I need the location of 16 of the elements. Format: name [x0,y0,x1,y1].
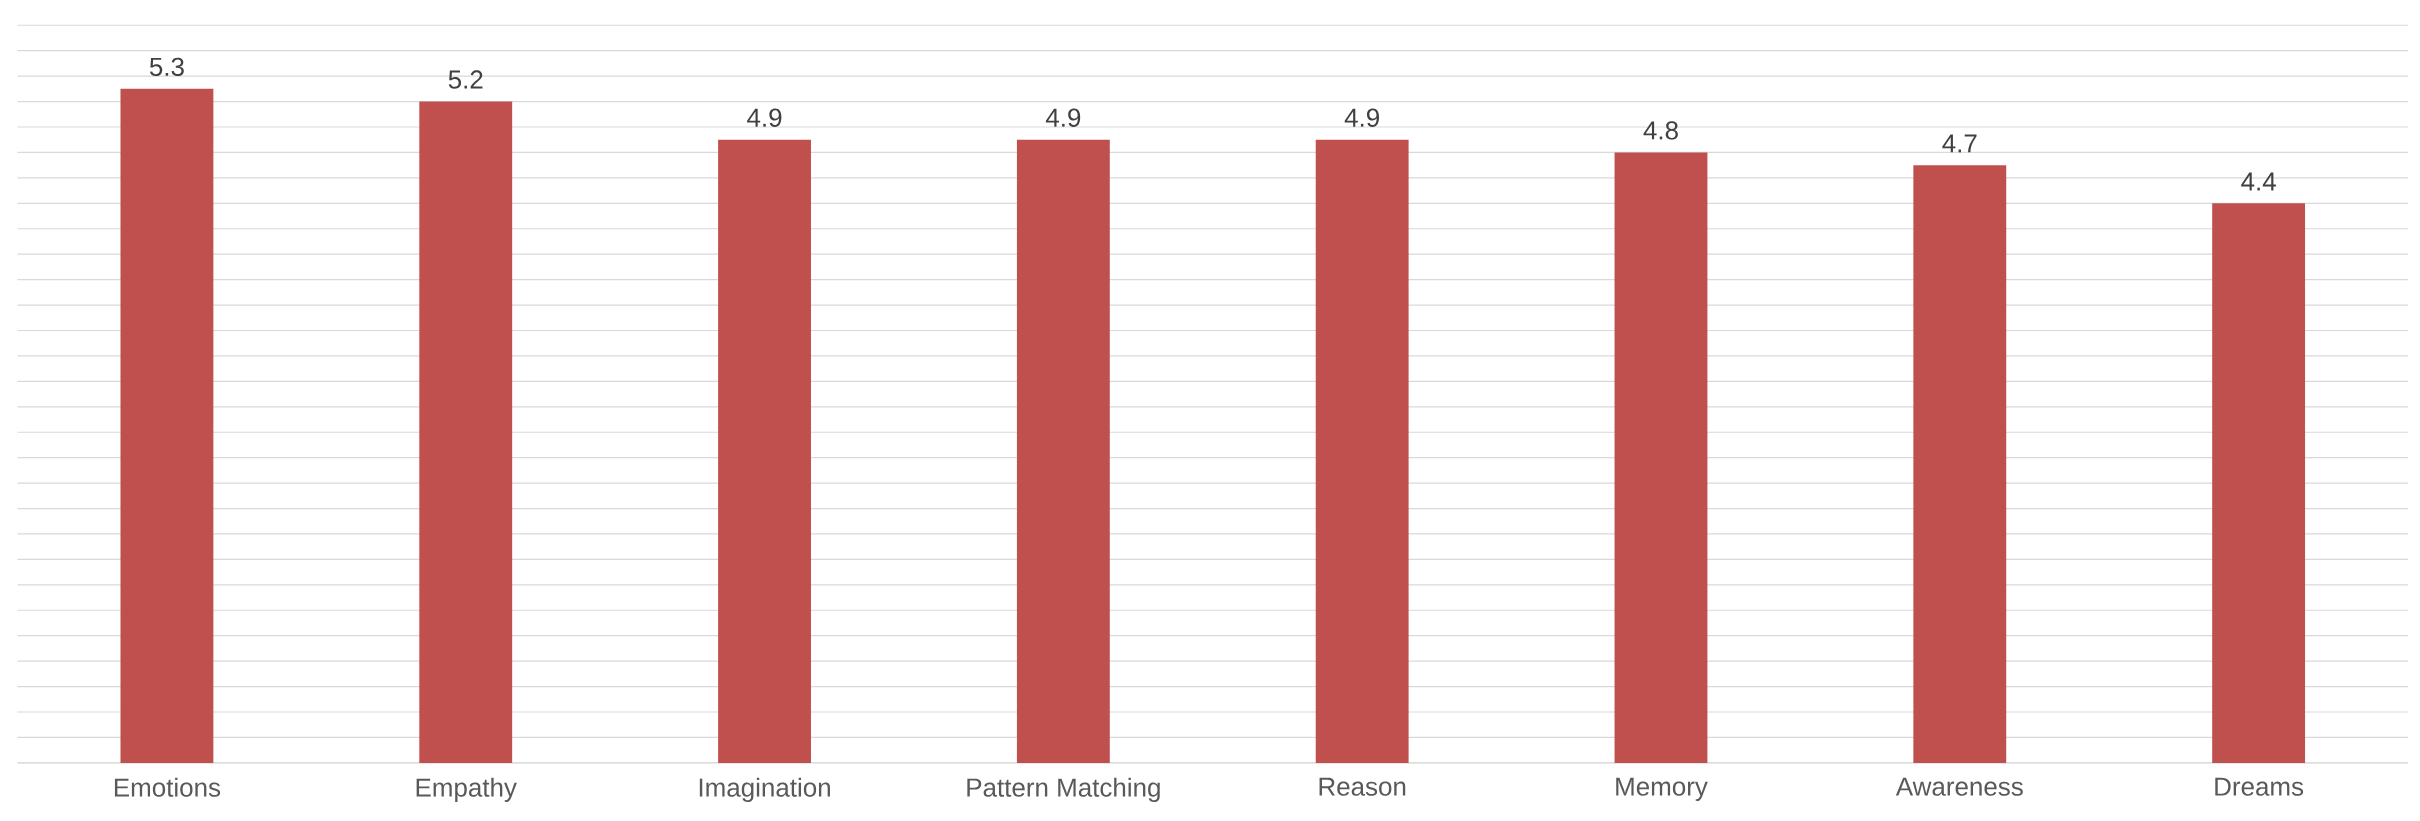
data-label: 4.7 [1942,134,1977,153]
x-tick-label: Dreams [2215,777,2304,796]
data-label: 4.9 [1344,108,1379,127]
x-tick-label: Empathy [416,777,517,803]
x-tick-label: Emotions [114,777,221,797]
data-label: 4.9 [1045,108,1081,127]
x-tick-label: Pattern Matching [967,777,1160,803]
x-tick-label: Awareness [1895,777,2023,796]
data-label: 5.2 [448,70,483,89]
data-label: 4.4 [2241,172,2276,191]
data-label: 4.9 [747,108,782,127]
data-label: 4.8 [1643,121,1678,140]
data-label: 5.3 [149,57,184,77]
x-tick-label: Imagination [699,777,830,803]
x-tick-label: Reason [1319,777,1406,796]
x-tick-label: Memory [1616,777,1708,802]
